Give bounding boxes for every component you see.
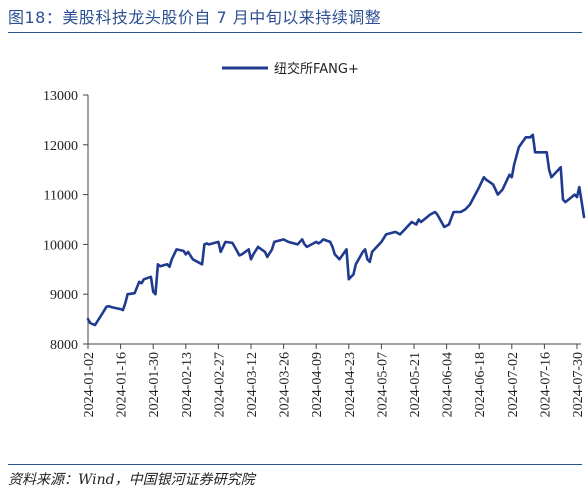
line-chart: 纽交所FANG+ 8000 9000 10000 11000 12000 13000 20… — [43, 61, 586, 417]
x-tick-label: 2024-07-30 — [571, 352, 586, 417]
y-tick-label: 13000 — [43, 89, 78, 104]
x-tick-label: 2024-01-16 — [115, 352, 130, 417]
figure-title: 图18：美股科技龙头股价自 7 月中旬以来持续调整 — [8, 8, 382, 27]
x-tick-label: 2024-02-13 — [180, 352, 195, 417]
y-axis: 8000 9000 10000 11000 12000 13000 — [43, 89, 89, 353]
x-tick-label: 2024-02-27 — [212, 352, 227, 417]
x-tick-label: 2024-07-02 — [506, 352, 521, 417]
x-tick-label: 2024-03-12 — [245, 352, 260, 417]
source-divider — [8, 464, 582, 465]
y-tick-label: 10000 — [43, 238, 78, 253]
x-tick-label: 2024-06-18 — [473, 352, 488, 417]
plot-area — [86, 133, 586, 327]
x-tick-label: 2024-06-04 — [441, 352, 456, 417]
legend-label: 纽交所FANG+ — [274, 61, 359, 77]
x-tick-label: 2024-03-26 — [278, 352, 293, 417]
x-tick-label: 2024-01-02 — [82, 352, 97, 417]
y-tick-label: 9000 — [50, 288, 78, 303]
x-tick-label: 2024-05-21 — [408, 352, 423, 417]
x-tick-label: 2024-05-07 — [375, 352, 390, 417]
x-tick-label: 2024-01-30 — [147, 352, 162, 417]
series-line-fang-plus — [86, 133, 586, 327]
x-tick-label: 2024-04-09 — [310, 352, 325, 417]
x-tick-label: 2024-07-16 — [538, 352, 553, 417]
title-divider — [8, 32, 582, 33]
x-axis: 2024-01-02 2024-01-16 2024-01-30 2024-02-13… — [82, 343, 586, 417]
y-tick-label: 8000 — [50, 338, 78, 353]
source-note: 资料来源：Wind，中国银河证券研究院 — [8, 472, 255, 488]
legend: 纽交所FANG+ — [222, 61, 359, 77]
x-tick-label: 2024-04-23 — [343, 352, 358, 417]
y-tick-label: 12000 — [43, 139, 78, 154]
y-tick-label: 11000 — [44, 189, 78, 204]
